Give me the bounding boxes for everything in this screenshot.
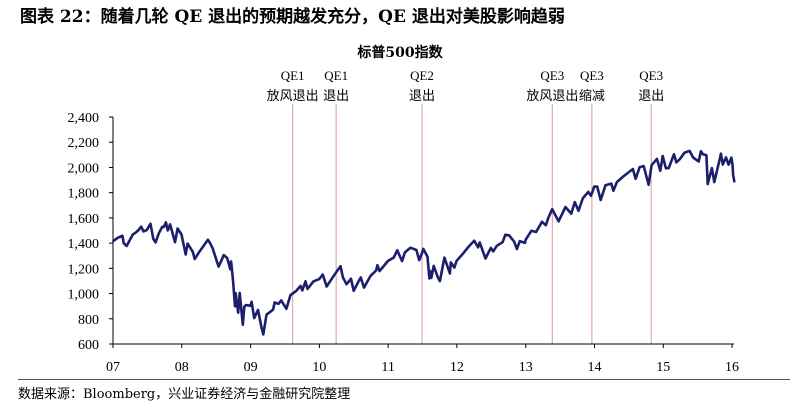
y-tick-label-7: 2,000 [68, 161, 100, 176]
y-tick-label-0: 600 [78, 338, 99, 353]
y-tick-label-9: 2,400 [68, 111, 100, 126]
x-tick-label-0: 07 [106, 360, 120, 375]
figure-title: 图表 22：随着几轮 QE 退出的预期越发充分，QE 退出对美股影响趋弱 [20, 7, 565, 27]
y-tick-label-1: 800 [78, 313, 99, 328]
y-tick-label-3: 1,200 [68, 262, 100, 277]
event-label-bottom-2: 退出 [409, 88, 435, 103]
event-label-top-2: QE2 [410, 68, 434, 83]
event-label-top-5: QE3 [639, 68, 663, 83]
chart-title: 标普500指数 [356, 44, 443, 61]
data-source-note: 数据来源：Bloomberg，兴业证券经济与金融研究院整理 [18, 387, 351, 402]
event-label-top-4: QE3 [580, 68, 604, 83]
x-tick-label-6: 13 [519, 360, 533, 375]
event-label-top-1: QE1 [324, 68, 348, 83]
y-tick-label-5: 1,600 [68, 212, 100, 227]
sp500-series-line [112, 149, 736, 336]
x-tick-label-1: 08 [175, 360, 189, 375]
event-label-bottom-1: 退出 [323, 88, 349, 103]
event-label-top-0: QE1 [281, 68, 305, 83]
x-tick-label-2: 09 [244, 360, 258, 375]
x-tick-label-3: 10 [312, 360, 326, 375]
y-tick-label-4: 1,400 [68, 237, 100, 252]
event-label-bottom-4: 缩减 [579, 88, 605, 103]
x-tick-label-5: 12 [450, 360, 464, 375]
y-tick-label-8: 2,200 [68, 136, 100, 151]
event-label-bottom-5: 退出 [638, 88, 664, 103]
x-tick-label-9: 16 [725, 360, 739, 375]
y-tick-label-2: 1,000 [68, 288, 100, 303]
y-tick-label-6: 1,800 [68, 187, 100, 202]
chart-axes: 600 800 1,000 1,200 1,400 1,600 1,800 2,000 2,20… [68, 111, 740, 375]
event-label-bottom-3: 放风退出 [526, 88, 578, 103]
source-divider [18, 379, 790, 380]
event-label-top-3: QE3 [540, 68, 564, 83]
x-tick-label-7: 14 [588, 360, 602, 375]
x-tick-label-4: 11 [381, 360, 394, 375]
x-tick-label-8: 15 [656, 360, 670, 375]
event-lines [292, 104, 652, 344]
event-label-bottom-0: 放风退出 [267, 88, 319, 103]
